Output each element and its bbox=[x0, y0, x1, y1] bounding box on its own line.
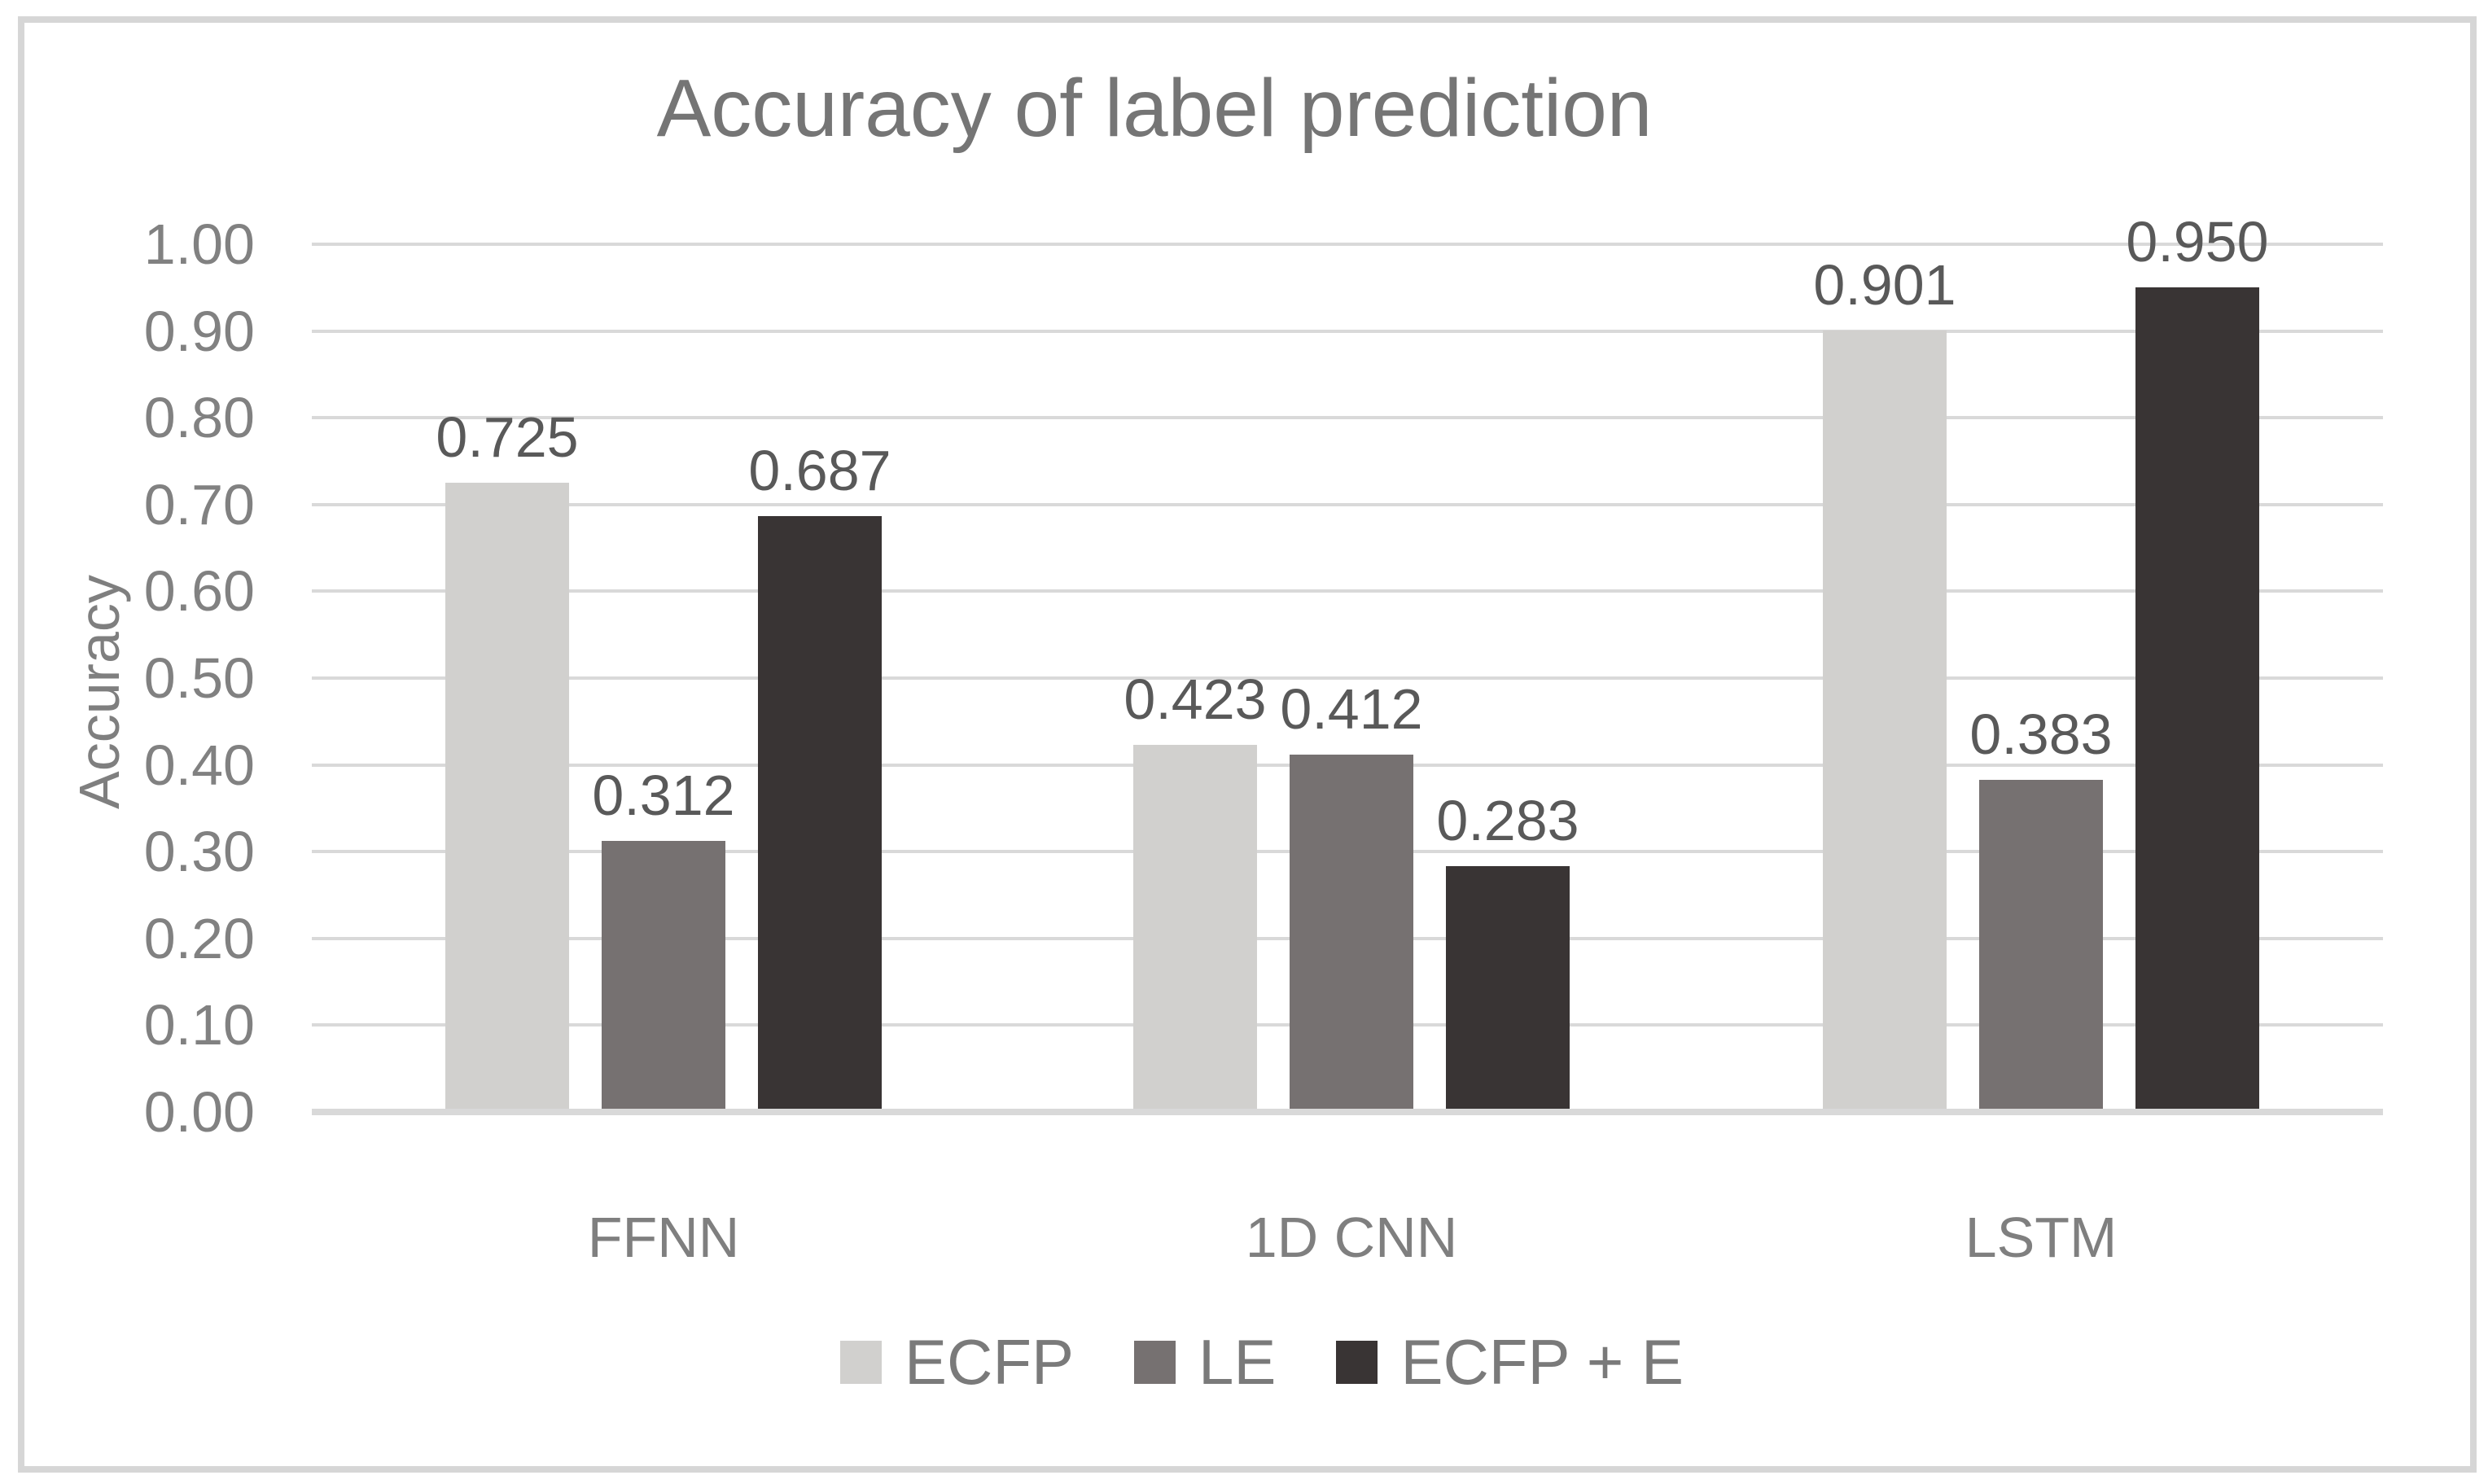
y-axis-tick-label: 0.60 bbox=[143, 559, 255, 624]
bar-value-label: 0.687 bbox=[748, 438, 891, 502]
bar-value-label: 0.423 bbox=[1124, 668, 1267, 732]
chart-title: Accuracy of label prediction bbox=[656, 63, 1653, 154]
bar-ECFP+E-LSTM bbox=[2135, 287, 2259, 1109]
y-axis-tick-label: 0.80 bbox=[143, 386, 255, 450]
bar-ECFP-1DCNN bbox=[1133, 745, 1257, 1109]
bar-value-label: 0.312 bbox=[592, 764, 735, 828]
bar-value-label: 0.412 bbox=[1280, 676, 1423, 741]
x-axis-category-label: LSTM bbox=[1965, 1206, 2118, 1269]
bar-value-label: 0.283 bbox=[1436, 789, 1579, 853]
y-axis-tick-label: 0.30 bbox=[143, 820, 255, 884]
bar-ECFP-FFNN bbox=[445, 483, 569, 1109]
bar-ECFP+E-FFNN bbox=[758, 515, 882, 1109]
legend-item: ECFP bbox=[840, 1329, 1074, 1395]
y-axis-tick-label: 0.40 bbox=[143, 733, 255, 797]
gridline bbox=[312, 676, 2383, 680]
y-axis-tick-label: 0.00 bbox=[143, 1080, 255, 1144]
legend-swatch-icon bbox=[1336, 1340, 1378, 1384]
legend: ECFP LE ECFP + E bbox=[840, 1329, 1684, 1395]
bar-value-label: 0.901 bbox=[1813, 252, 1956, 317]
legend-swatch-icon bbox=[1134, 1340, 1176, 1384]
x-axis-category-label: 1D CNN bbox=[1245, 1206, 1458, 1269]
legend-item: ECFP + E bbox=[1336, 1329, 1684, 1395]
legend-label: ECFP + E bbox=[1400, 1326, 1684, 1398]
bar-value-label: 0.383 bbox=[1969, 702, 2113, 766]
bar-value-label: 0.950 bbox=[2126, 210, 2269, 274]
bar-ECFP-LSTM bbox=[1823, 330, 1947, 1109]
legend-label: ECFP bbox=[905, 1326, 1075, 1398]
y-axis-tick-label: 0.20 bbox=[143, 906, 255, 970]
bar-value-label: 0.725 bbox=[436, 405, 579, 470]
legend-item: LE bbox=[1134, 1329, 1276, 1395]
gridline bbox=[312, 329, 2383, 333]
bar-LE-FFNN bbox=[602, 841, 725, 1109]
bar-LE-LSTM bbox=[1979, 779, 2103, 1109]
y-axis-tick-label: 0.90 bbox=[143, 299, 255, 363]
y-axis-tick-label: 0.70 bbox=[143, 472, 255, 536]
y-axis-tick-label: 0.10 bbox=[143, 993, 255, 1057]
y-axis-tick-label: 1.00 bbox=[143, 212, 255, 276]
legend-label: LE bbox=[1198, 1326, 1277, 1398]
gridline bbox=[312, 502, 2383, 506]
figure-border bbox=[18, 16, 2477, 1473]
legend-swatch-icon bbox=[840, 1340, 883, 1384]
x-axis-line bbox=[312, 1109, 2383, 1115]
gridline bbox=[312, 416, 2383, 420]
gridline bbox=[312, 589, 2383, 593]
y-axis-tick-label: 0.50 bbox=[143, 646, 255, 710]
gridline bbox=[312, 243, 2383, 246]
bar-ECFP+E-1DCNN bbox=[1446, 866, 1570, 1109]
bar-LE-1DCNN bbox=[1290, 754, 1413, 1109]
x-axis-category-label: FFNN bbox=[587, 1206, 740, 1269]
